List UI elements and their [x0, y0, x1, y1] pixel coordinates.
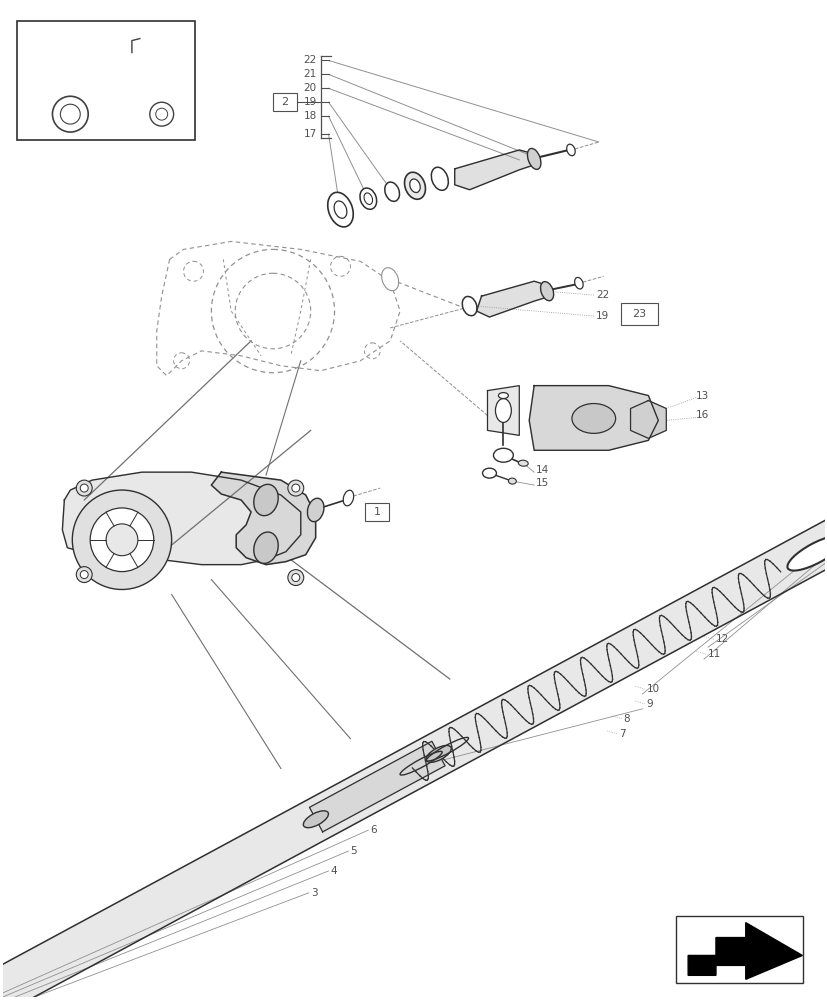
- Ellipse shape: [566, 144, 575, 156]
- Text: 4: 4: [330, 866, 337, 876]
- Bar: [17, 21, 195, 140]
- Ellipse shape: [461, 296, 476, 316]
- Ellipse shape: [385, 182, 399, 201]
- Ellipse shape: [786, 536, 827, 571]
- Circle shape: [291, 574, 299, 582]
- Ellipse shape: [571, 404, 615, 433]
- Bar: [273, 93, 296, 111]
- Ellipse shape: [574, 277, 582, 289]
- Polygon shape: [0, 494, 827, 1000]
- Ellipse shape: [360, 188, 376, 209]
- Bar: [620, 303, 657, 325]
- Text: 14: 14: [536, 465, 549, 475]
- Polygon shape: [122, 52, 176, 107]
- Polygon shape: [476, 281, 547, 317]
- Circle shape: [76, 480, 92, 496]
- Ellipse shape: [253, 532, 278, 563]
- Text: 23: 23: [632, 309, 646, 319]
- Ellipse shape: [527, 148, 540, 169]
- Text: 11: 11: [707, 649, 720, 659]
- Polygon shape: [211, 472, 315, 565]
- Text: 6: 6: [370, 825, 376, 835]
- Text: 18: 18: [303, 111, 316, 121]
- Ellipse shape: [493, 448, 513, 462]
- Text: 5: 5: [350, 846, 356, 856]
- Ellipse shape: [498, 393, 508, 399]
- Ellipse shape: [327, 192, 353, 227]
- Ellipse shape: [404, 172, 425, 199]
- Text: 13: 13: [696, 391, 709, 401]
- Ellipse shape: [426, 745, 451, 762]
- Text: 16: 16: [696, 410, 709, 420]
- Ellipse shape: [343, 490, 353, 506]
- Text: 8: 8: [623, 714, 629, 724]
- Polygon shape: [62, 472, 300, 565]
- Text: 15: 15: [536, 478, 549, 488]
- Polygon shape: [309, 741, 445, 832]
- Polygon shape: [487, 386, 519, 435]
- Ellipse shape: [307, 498, 323, 522]
- Ellipse shape: [364, 193, 372, 204]
- Ellipse shape: [303, 811, 328, 828]
- Polygon shape: [77, 52, 122, 107]
- Ellipse shape: [409, 179, 420, 193]
- Text: 3: 3: [310, 888, 317, 898]
- Circle shape: [90, 508, 154, 572]
- Text: 20: 20: [304, 83, 316, 93]
- Polygon shape: [528, 386, 657, 450]
- Text: 7: 7: [618, 729, 624, 739]
- Ellipse shape: [334, 201, 347, 218]
- Ellipse shape: [540, 282, 553, 301]
- Ellipse shape: [431, 167, 447, 190]
- Text: 19: 19: [303, 97, 316, 107]
- Ellipse shape: [495, 399, 511, 422]
- Polygon shape: [687, 923, 801, 979]
- Circle shape: [80, 571, 88, 579]
- Circle shape: [106, 524, 138, 556]
- Ellipse shape: [518, 460, 528, 466]
- Ellipse shape: [253, 484, 278, 516]
- Text: 19: 19: [595, 311, 609, 321]
- Ellipse shape: [825, 520, 827, 549]
- Text: 10: 10: [646, 684, 659, 694]
- Text: 12: 12: [715, 634, 729, 644]
- Polygon shape: [630, 401, 666, 438]
- Text: 2: 2: [281, 97, 288, 107]
- Circle shape: [80, 484, 88, 492]
- Ellipse shape: [381, 268, 398, 291]
- Circle shape: [291, 484, 299, 492]
- Circle shape: [72, 490, 171, 590]
- Circle shape: [288, 480, 304, 496]
- Text: 17: 17: [303, 129, 316, 139]
- Text: 9: 9: [646, 699, 653, 709]
- Ellipse shape: [508, 478, 516, 484]
- Text: 22: 22: [595, 290, 609, 300]
- Bar: [365, 503, 389, 521]
- Text: 22: 22: [303, 55, 316, 65]
- Bar: [676, 916, 802, 983]
- Ellipse shape: [482, 468, 496, 478]
- Text: 21: 21: [303, 69, 316, 79]
- Polygon shape: [454, 150, 533, 190]
- Circle shape: [288, 570, 304, 586]
- Text: 1: 1: [373, 507, 380, 517]
- Polygon shape: [57, 45, 176, 107]
- Circle shape: [76, 567, 92, 583]
